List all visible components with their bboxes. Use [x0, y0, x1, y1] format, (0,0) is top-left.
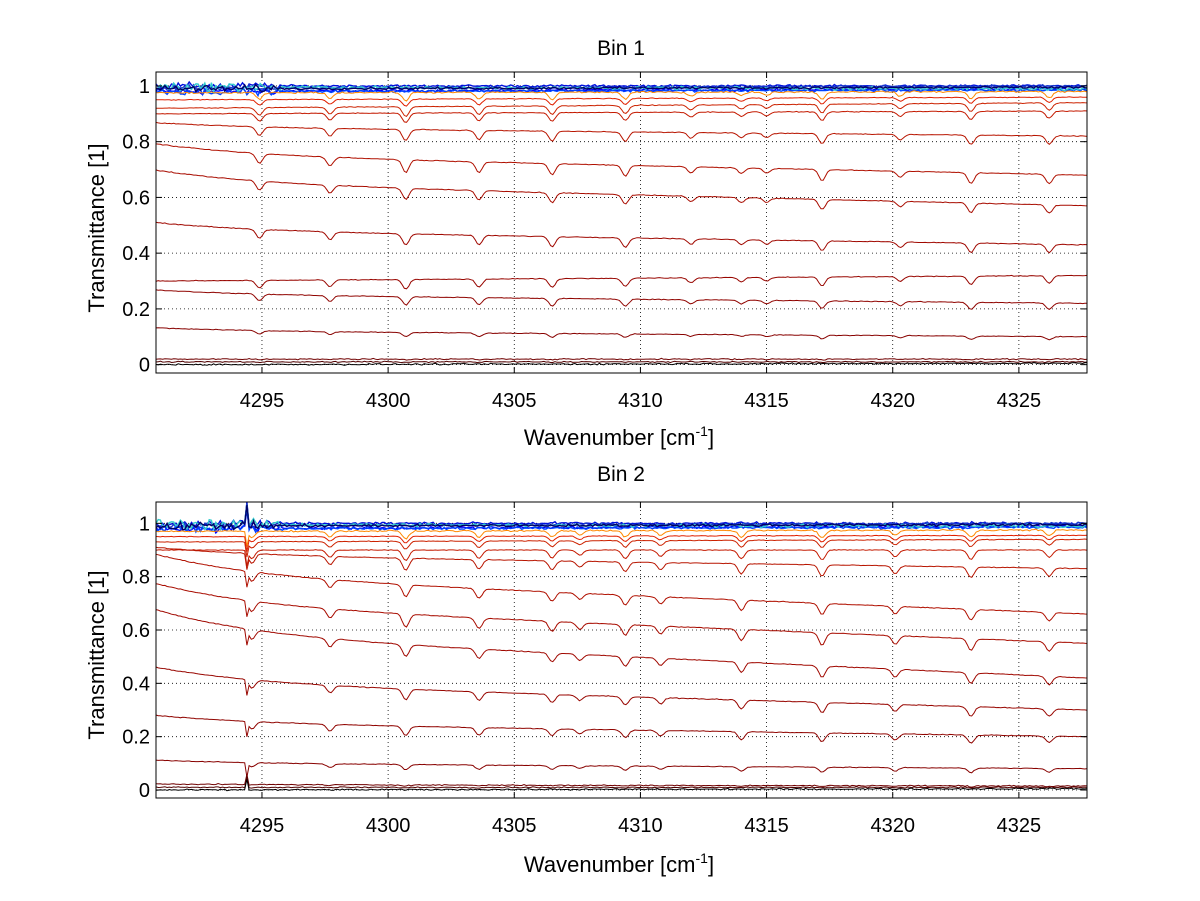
series-line-blue-band-3	[155, 503, 1088, 532]
y-tick-label: 0.8	[122, 132, 150, 154]
x-tick-label: 4295	[240, 390, 285, 412]
series-line-dark-red-1	[155, 357, 1088, 361]
y-tick-label: 1	[139, 513, 150, 535]
y-axis-label: Transmittance [1]	[84, 570, 109, 739]
x-axis-label: Wavenumber [cm-1]	[524, 423, 714, 450]
series-line-blue-band-4	[155, 507, 1088, 534]
series-line-red-5	[155, 553, 1088, 622]
series-line-dark-red-2	[155, 360, 1088, 364]
axis-ticks: 4295 4300 4305 4310 4315 4320 4325 0 0.2 0.4 0.6 0.…	[122, 72, 1087, 412]
x-tick-label: 4315	[744, 815, 789, 837]
series-line-dark-red-2	[155, 776, 1088, 789]
x-tick-label: 4325	[997, 815, 1042, 837]
x-tick-label: 4325	[997, 390, 1042, 412]
series-line-dark-navy	[155, 83, 1088, 93]
x-tick-label: 4310	[618, 815, 663, 837]
series-line-red-4	[155, 546, 1087, 578]
series-line-dark-navy	[155, 504, 1088, 531]
series-line-red-3	[155, 110, 1088, 123]
y-tick-label: 0.2	[122, 299, 150, 321]
x-tick-label: 4320	[870, 815, 915, 837]
x-tick-label: 4295	[240, 815, 285, 837]
series-line-red-2	[156, 538, 1088, 558]
axes-box	[155, 71, 1088, 374]
series-line-red-8	[155, 274, 1088, 290]
y-tick-label: 1	[139, 76, 150, 98]
x-tick-label: 4305	[492, 390, 537, 412]
axis-ticks: 4295 4300 4305 4310 4315 4320 4325 0 0.2 0.4 0.6 0.…	[122, 502, 1087, 837]
series-line-black	[155, 779, 1088, 792]
series-line-red-7	[155, 609, 1088, 686]
series-line-red-1	[155, 96, 1088, 107]
y-tick-label: 0.6	[122, 187, 150, 209]
series-lines	[155, 501, 1088, 792]
x-tick-label: 4315	[744, 390, 789, 412]
x-axis-label: Wavenumber [cm-1]	[524, 850, 714, 877]
series-line-red-7	[155, 221, 1088, 254]
series-line-red-6	[155, 583, 1088, 652]
series-line-red-10	[155, 759, 1088, 778]
grid-lines	[156, 502, 1087, 798]
series-line-red-8	[155, 666, 1088, 717]
series-line-red-2	[155, 101, 1088, 118]
series-line-black	[155, 361, 1088, 366]
series-line-red-3	[155, 549, 1088, 566]
y-tick-label: 0.6	[122, 620, 150, 642]
series-line-orange	[155, 528, 1088, 547]
series-line-red-6	[155, 169, 1088, 214]
y-axis-label: Transmittance [1]	[84, 143, 109, 312]
series-line-blue-band-2	[155, 501, 1088, 528]
series-line-blue-band-4	[155, 86, 1088, 98]
x-tick-label: 4305	[492, 815, 537, 837]
chart-title: Bin 1	[597, 37, 645, 60]
chart-title: Bin 2	[597, 463, 645, 486]
series-line-blue-band-2	[155, 80, 1088, 90]
y-tick-label: 0	[139, 780, 150, 802]
y-tick-label: 0	[139, 355, 150, 377]
series-line-red-1	[155, 534, 1088, 552]
x-tick-label: 4300	[366, 390, 411, 412]
series-line-dark-red-1	[155, 774, 1088, 788]
x-tick-label: 4310	[618, 390, 663, 412]
series-line-red-9	[155, 714, 1088, 744]
series-line-red-4	[155, 121, 1088, 145]
series-line-orange	[155, 90, 1088, 102]
panel-bin-2: Bin 2 4295 4300 4305 4310 4315 4320 4325 0 0.2 0.…	[84, 463, 1088, 877]
series-lines	[155, 80, 1088, 366]
x-tick-label: 4300	[366, 815, 411, 837]
panel-bin-1: Bin 1 4295 4300 4305 4310 4315 4320 4325 0 0.2 0.…	[84, 37, 1088, 450]
y-tick-label: 0.4	[122, 243, 150, 265]
y-tick-label: 0.4	[122, 673, 150, 695]
series-line-red-10	[155, 327, 1088, 341]
series-line-red-9	[155, 289, 1088, 311]
y-tick-label: 0.2	[122, 727, 150, 749]
y-tick-label: 0.8	[122, 567, 150, 589]
x-tick-label: 4320	[870, 390, 915, 412]
series-line-red-5	[155, 143, 1087, 185]
axes-box	[155, 501, 1088, 799]
